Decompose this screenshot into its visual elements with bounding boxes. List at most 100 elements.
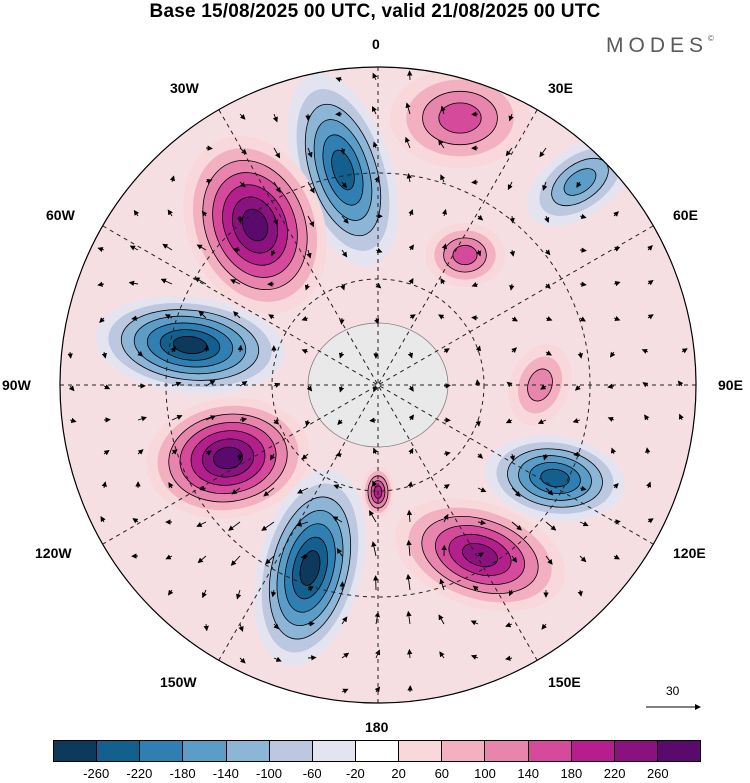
wind-vector [406, 509, 413, 523]
wind-vector [477, 453, 484, 459]
wind-vector [167, 589, 174, 596]
wind-vector [509, 283, 515, 291]
modes-logo: MODES© [606, 34, 714, 58]
wind-vector [233, 311, 241, 319]
anomaly-high-north-west [183, 135, 327, 315]
wind-vectors [67, 70, 688, 694]
wind-vector [305, 419, 311, 427]
wind-vector [438, 614, 445, 625]
wind-vector [610, 447, 617, 455]
wind-vector [128, 280, 139, 286]
wind-vector [131, 315, 139, 321]
wind-vector [230, 279, 241, 285]
wind-vector [307, 147, 313, 158]
wind-vector [137, 449, 144, 455]
anomaly-low-south [254, 470, 366, 666]
wind-vector [205, 145, 213, 151]
wind-vector [335, 451, 343, 457]
wind-vector [336, 548, 343, 557]
wind-vector [505, 418, 513, 424]
wind-vector [545, 350, 552, 356]
wind-vector [440, 278, 446, 285]
wind-vector [511, 347, 517, 353]
colorbar-cell [269, 741, 313, 761]
wind-vector [300, 553, 309, 560]
wind-vector [372, 141, 378, 149]
wind-vector [542, 181, 548, 191]
wind-vector [233, 247, 241, 253]
lon-label-150e: 150E [548, 674, 581, 690]
anomaly-low-north-a [287, 73, 399, 267]
wind-vector [132, 518, 139, 524]
wind-vector [296, 487, 309, 494]
wind-vector [129, 245, 139, 251]
colorbar [53, 740, 701, 762]
wind-vector [607, 383, 615, 389]
lon-label-120w: 120W [35, 545, 72, 561]
colorbar-cell [54, 741, 98, 761]
lon-label-180: 180 [365, 719, 389, 735]
wind-vector [273, 656, 282, 662]
wind-vector [341, 215, 349, 224]
wind-vector [542, 453, 549, 461]
wind-vector [647, 245, 653, 251]
wind-vector [341, 249, 348, 258]
wind-vector [579, 485, 587, 491]
wind-vector [239, 380, 248, 387]
wind-vector [477, 487, 487, 493]
map-title: Base 15/08/2025 00 UTC, valid 21/08/2025… [149, 1, 601, 22]
wind-vector [162, 243, 173, 251]
wind-vector [443, 348, 450, 354]
colorbar-cell [657, 741, 701, 761]
wind-vector [194, 277, 207, 285]
wind-vector [408, 244, 415, 251]
wind-vector [301, 453, 309, 460]
colorbar-cell [528, 741, 572, 761]
wind-vector [579, 316, 586, 322]
wind-vector [198, 310, 207, 319]
lon-label-150w: 150W [160, 674, 197, 690]
wind-vector [677, 380, 684, 387]
wind-vector [171, 448, 178, 455]
wind-vector [165, 554, 173, 560]
map-border [59, 66, 697, 704]
wind-vector [472, 585, 479, 592]
wind-vector [476, 249, 482, 257]
wind-vector [268, 314, 275, 320]
wind-vector [470, 620, 479, 626]
wind-vector [231, 487, 241, 495]
wind-vector [678, 413, 684, 421]
wind-vector [475, 345, 482, 353]
colorbar-tick-label: 180 [560, 766, 583, 781]
colorbar-tick-label: -20 [345, 766, 365, 781]
wind-vector [405, 102, 411, 115]
wind-vector [644, 414, 650, 421]
wind-vector [203, 344, 210, 353]
wind-vector [97, 246, 105, 253]
wind-vector [167, 209, 173, 217]
wind-vector [237, 344, 243, 353]
wind-vector [438, 139, 445, 149]
wind-vector [199, 485, 207, 492]
wind-vector [509, 249, 515, 257]
wind-vector [613, 280, 621, 287]
wind-vector [539, 147, 547, 158]
wind-vector [477, 214, 484, 221]
colorbar-tick-label: 20 [391, 766, 406, 781]
wind-vector [205, 450, 212, 456]
wind-vector [68, 385, 75, 392]
wind-vector [439, 651, 445, 659]
wind-vector [160, 278, 173, 285]
wind-vector [369, 510, 377, 523]
wind-vector [103, 449, 110, 456]
wind-vector [137, 416, 147, 422]
colorbar-cell [614, 741, 658, 761]
lon-label-60w: 60W [46, 207, 75, 223]
wind-vector [406, 610, 412, 625]
wind-vector [408, 414, 415, 421]
wind-vector [408, 209, 414, 217]
colorbar-tick-label: 60 [434, 766, 450, 781]
anomaly-field [95, 68, 633, 666]
wind-vector [505, 147, 513, 157]
wind-vector [613, 519, 621, 525]
